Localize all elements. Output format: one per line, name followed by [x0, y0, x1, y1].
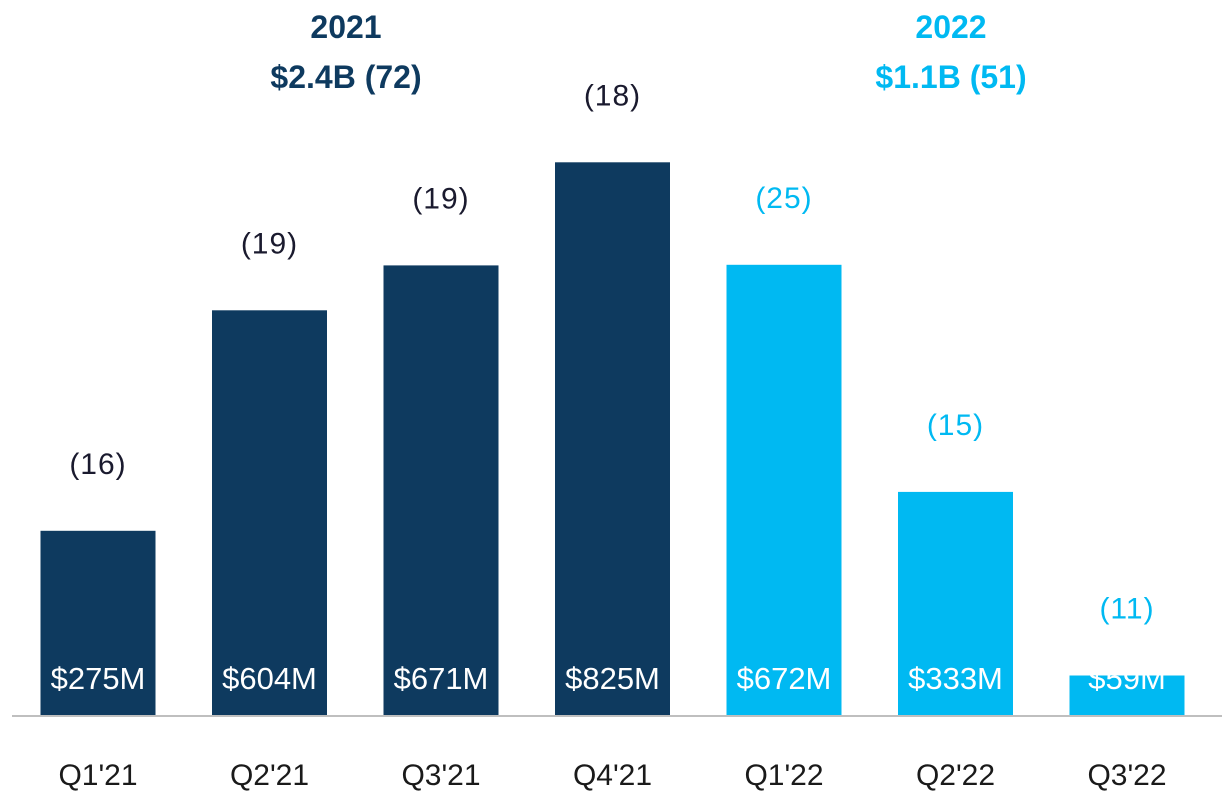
x-tick-label: Q2'22	[916, 759, 995, 792]
x-tick-label: Q3'21	[401, 759, 480, 792]
count-label: (19)	[412, 182, 469, 215]
count-label: (15)	[927, 409, 984, 442]
count-label: (16)	[69, 448, 126, 481]
x-tick-label: Q2'21	[230, 759, 309, 792]
bar-Q1'22	[726, 264, 842, 715]
value-label: $672M	[737, 661, 832, 696]
count-label: (11)	[1099, 592, 1154, 625]
value-label: $671M	[394, 661, 489, 696]
bar-Q3'22	[1069, 675, 1185, 715]
x-tick-label: Q4'21	[573, 759, 652, 792]
bar-Q2'22	[898, 491, 1013, 715]
value-label: $825M	[565, 661, 660, 696]
bar-Q1'21	[40, 530, 156, 716]
x-tick-label: Q3'22	[1087, 759, 1166, 792]
x-tick-label: Q1'21	[58, 759, 137, 792]
year-title-2021: 2021	[310, 9, 382, 45]
year-summary-2021: $2.4B (72)	[270, 59, 422, 95]
value-label: $604M	[222, 661, 317, 696]
year-header-2022: 2022 $1.1B (51)	[801, 2, 1101, 102]
year-summary-2022: $1.1B (51)	[875, 59, 1027, 95]
count-label: (19)	[241, 227, 298, 260]
bar-Q2'21	[212, 310, 327, 715]
year-title-2022: 2022	[915, 9, 987, 45]
value-label: $59M	[1088, 661, 1166, 696]
year-header-2021: 2021 $2.4B (72)	[196, 2, 496, 102]
count-label: (18)	[584, 79, 641, 112]
x-tick-label: Q1'22	[744, 759, 823, 792]
bar-Q4'21	[555, 162, 670, 716]
bar-Q3'21	[383, 265, 499, 715]
value-label: $333M	[908, 661, 1003, 696]
value-label: $275M	[51, 661, 146, 696]
count-label: (25)	[755, 182, 812, 215]
